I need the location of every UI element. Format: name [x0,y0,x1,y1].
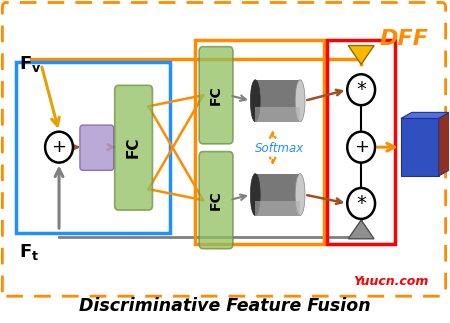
Text: Discriminative Feature Fusion: Discriminative Feature Fusion [79,297,371,315]
FancyBboxPatch shape [199,47,233,144]
Polygon shape [439,112,450,176]
FancyBboxPatch shape [255,174,300,216]
FancyBboxPatch shape [255,80,300,122]
Ellipse shape [250,174,260,216]
Circle shape [347,132,375,162]
FancyBboxPatch shape [401,119,439,176]
Text: +: + [354,138,369,156]
FancyBboxPatch shape [255,201,300,216]
Text: *: * [356,80,366,99]
Text: FC: FC [209,190,223,210]
Polygon shape [348,220,374,239]
Ellipse shape [295,174,305,216]
Circle shape [347,188,375,219]
Polygon shape [348,46,374,64]
Circle shape [45,132,73,162]
Text: FC: FC [126,136,141,158]
Text: FC: FC [209,85,223,105]
Polygon shape [401,112,450,119]
Text: Yuucn.com: Yuucn.com [353,275,429,288]
FancyBboxPatch shape [115,85,153,210]
Ellipse shape [295,80,305,122]
Text: DFF: DFF [380,29,429,49]
Ellipse shape [250,80,260,122]
FancyBboxPatch shape [255,107,300,122]
Text: $\mathbf{F_t}$: $\mathbf{F_t}$ [19,242,40,262]
Text: +: + [52,138,67,156]
Text: $\mathbf{F_v}$: $\mathbf{F_v}$ [19,54,42,74]
FancyBboxPatch shape [80,125,114,170]
FancyBboxPatch shape [199,151,233,249]
Text: *: * [356,194,366,213]
Text: Softmax: Softmax [255,142,304,155]
Circle shape [347,74,375,105]
